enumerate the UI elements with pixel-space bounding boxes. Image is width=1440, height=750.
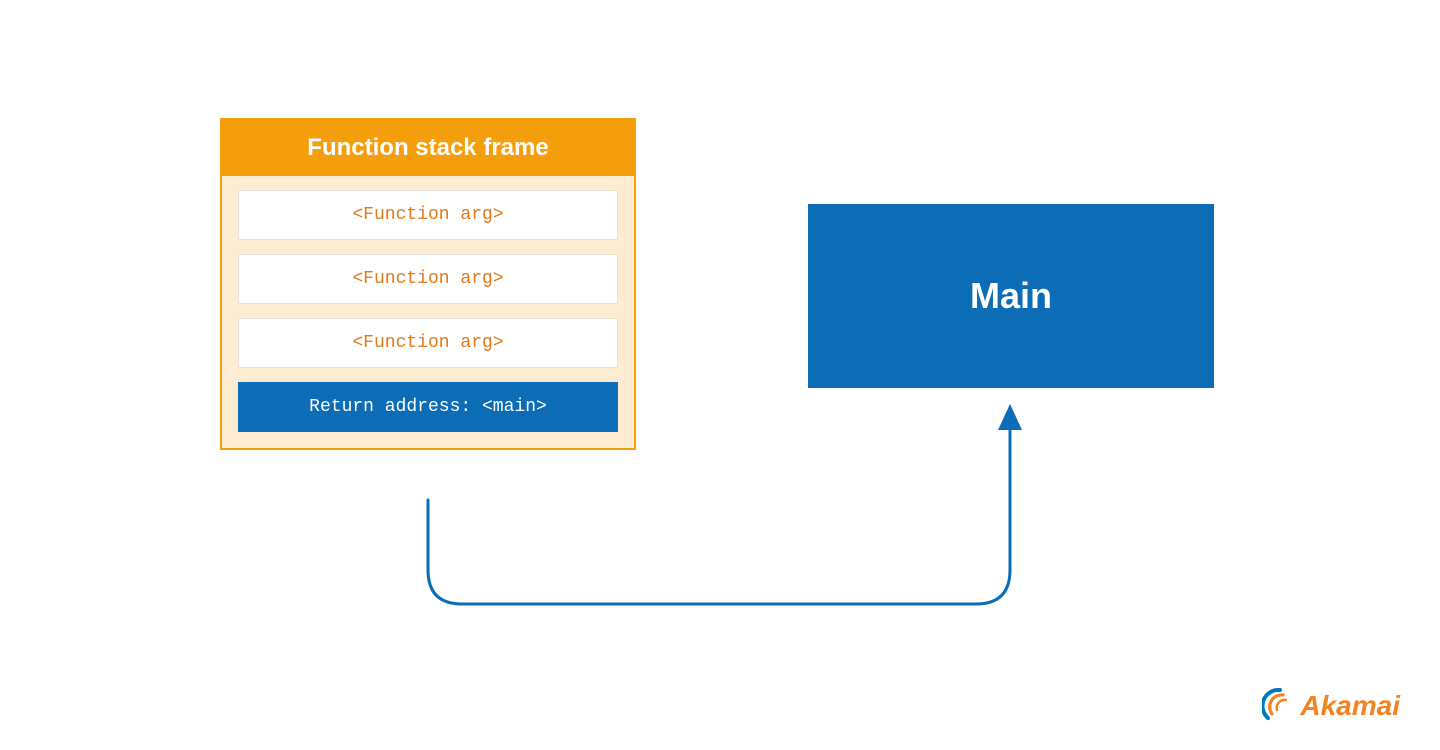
akamai-logo: Akamai (1262, 688, 1400, 724)
stack-frame-header: Function stack frame (222, 120, 634, 176)
stack-frame-body: <Function arg> <Function arg> <Function … (222, 176, 634, 448)
akamai-wave-icon (1262, 688, 1298, 724)
stack-row-arg: <Function arg> (238, 190, 618, 240)
stack-row-arg: <Function arg> (238, 254, 618, 304)
main-box-label: Main (970, 275, 1052, 317)
stack-row-return-address: Return address: <main> (238, 382, 618, 432)
stack-frame-container: Function stack frame <Function arg> <Fun… (220, 118, 636, 450)
return-address-arrow (0, 0, 1440, 750)
stack-row-arg: <Function arg> (238, 318, 618, 368)
stack-frame-title: Function stack frame (307, 134, 548, 161)
akamai-logo-text: Akamai (1300, 690, 1400, 722)
main-box: Main (808, 204, 1214, 388)
